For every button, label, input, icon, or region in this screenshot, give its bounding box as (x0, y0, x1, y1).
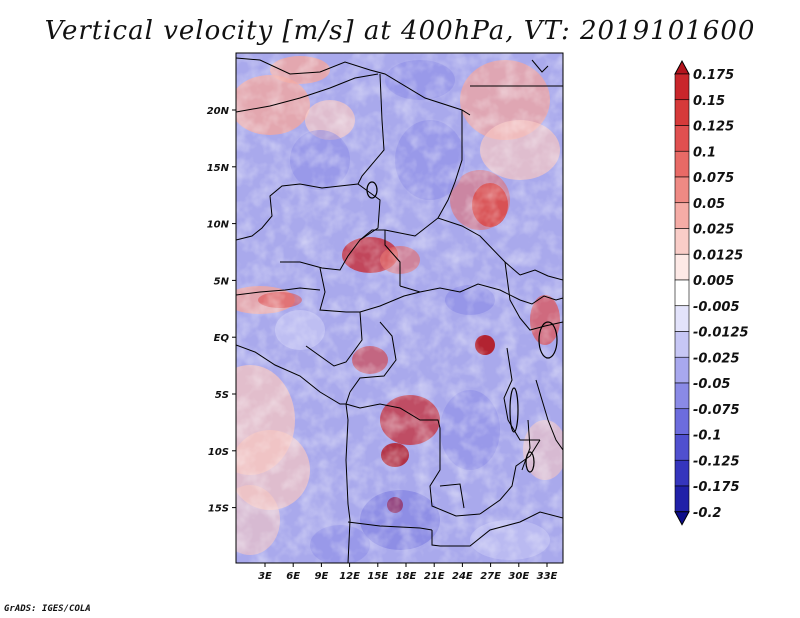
longitude-tick-label: 12E (339, 571, 360, 582)
colorbar-bin (674, 485, 690, 513)
colorbar-overflow-min (674, 511, 690, 526)
colorbar-level-label: 0.15 (693, 94, 725, 109)
grads-credit: GrADS: IGES/COLA (4, 604, 91, 614)
colorbar-level-label: 0.0125 (693, 248, 743, 263)
colorbar-level-label: 0.075 (693, 171, 734, 186)
colorbar-bin (674, 459, 690, 487)
latitude-tick-label: 10S (208, 447, 229, 458)
country-borders (236, 57, 563, 563)
longitude-tick-label: 33E (537, 571, 558, 582)
colorbar-level-label: -0.025 (693, 351, 740, 366)
colorbar-bin (674, 382, 690, 410)
colorbar-level-label: -0.005 (693, 300, 740, 315)
longitude-axis: 3E 6E 9E 12E 15E 18E 21E 24E 27E 30E 33E (258, 563, 558, 582)
latitude-tick-label: 15N (207, 163, 230, 174)
longitude-tick-label: 9E (315, 571, 329, 582)
latitude-tick-label: 5S (215, 390, 229, 401)
colorbar-level-label: -0.0125 (693, 326, 749, 341)
longitude-tick-label: 3E (258, 571, 272, 582)
latitude-tick-label: EQ (214, 333, 230, 344)
latitude-tick-label: 20N (207, 106, 230, 117)
colorbar-level-label: 0.125 (693, 120, 734, 135)
colorbar-level-label: -0.125 (693, 454, 740, 469)
colorbar-bin (674, 279, 690, 307)
latitude-tick-label: 15S (208, 504, 229, 515)
colorbar-bin (674, 434, 690, 461)
longitude-tick-label: 24E (452, 571, 473, 582)
colorbar-level-label: 0.175 (693, 68, 734, 83)
longitude-tick-label: 6E (286, 571, 300, 582)
colorbar-bin (674, 331, 690, 358)
colorbar-bin (674, 73, 690, 101)
longitude-tick-label: 27E (480, 571, 501, 582)
colorbar-bin (674, 176, 690, 204)
latitude-tick-label: 5N (214, 276, 230, 287)
colorbar-bin (674, 305, 690, 332)
colorbar-level-label: 0.1 (693, 145, 716, 160)
colorbar-level-label: 0.05 (693, 197, 725, 212)
plot-frame (235, 52, 564, 564)
latitude-axis: 20N 15N 10N 5N EQ 5S 10S 15S (207, 106, 236, 515)
colorbar-bin (674, 253, 690, 281)
colorbar-bin (674, 202, 690, 229)
colorbar-overflow-max (674, 59, 690, 75)
colorbar-level-label: -0.2 (693, 506, 721, 521)
colorbar-level-label: 0.005 (693, 274, 734, 289)
colorbar-bin (674, 99, 690, 126)
colorbar-level-label: -0.075 (693, 403, 740, 418)
latitude-tick-label: 10N (207, 220, 230, 231)
lakes (366, 181, 558, 473)
longitude-tick-label: 30E (508, 571, 529, 582)
longitude-tick-label: 21E (424, 571, 445, 582)
colorbar-level-label: -0.05 (693, 377, 730, 392)
longitude-tick-label: 18E (396, 571, 417, 582)
colorbar: 0.175 0.15 0.125 0.1 0.075 0.05 0.025 0.0125 0.0… (674, 59, 749, 526)
vertical-velocity-field (236, 53, 563, 563)
colorbar-level-label: -0.1 (693, 429, 721, 444)
longitude-tick-label: 15E (367, 571, 388, 582)
colorbar-bin (674, 125, 690, 152)
colorbar-bin (674, 228, 690, 255)
colorbar-bin (674, 150, 690, 178)
map-title: Vertical velocity [m/s] at 400hPa, VT: 2… (44, 16, 756, 46)
colorbar-level-label: 0.025 (693, 223, 734, 238)
colorbar-bin (674, 408, 690, 435)
colorbar-bin (674, 356, 690, 384)
colorbar-level-label: -0.175 (693, 480, 740, 495)
